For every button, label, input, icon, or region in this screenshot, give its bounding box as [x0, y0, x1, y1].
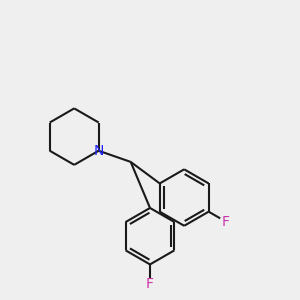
Text: F: F	[222, 214, 230, 229]
Text: F: F	[146, 277, 154, 291]
Text: N: N	[94, 144, 104, 158]
